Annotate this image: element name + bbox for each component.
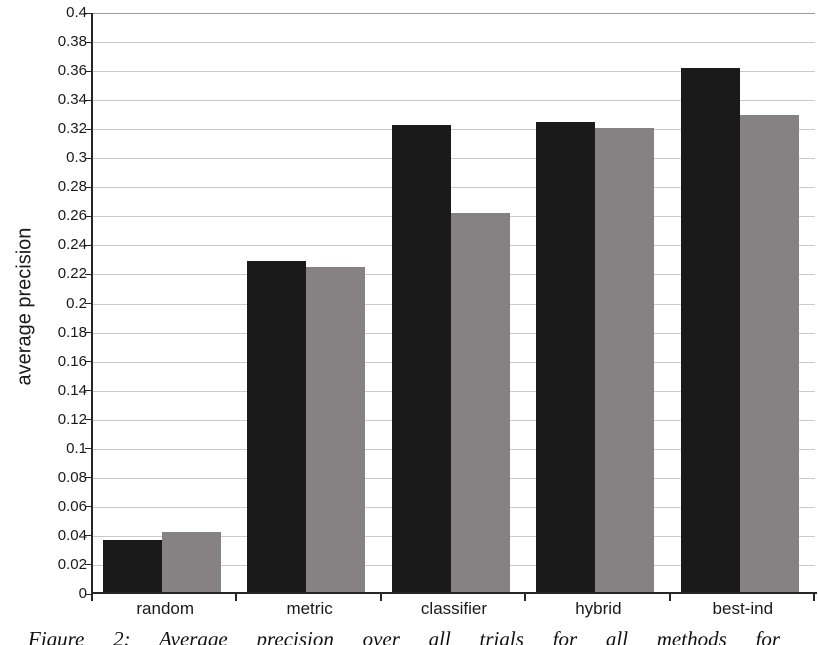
y-axis-tick [85,506,92,508]
bar-random-gray [162,531,221,594]
y-axis-tick [85,477,92,479]
bar-metric-black [247,261,307,594]
x-axis-tick [235,594,238,601]
x-category-label: metric [286,599,333,618]
bar-hybrid-gray [595,127,655,594]
bar-classifier-gray [450,213,510,594]
y-tick-label: 0.32 [57,120,87,138]
x-category-label: best-ind [712,599,774,618]
y-axis-tick [85,390,92,392]
y-tick-label: 0.24 [57,236,87,254]
y-tick-label: 0.06 [57,497,87,515]
y-axis-tick [85,128,92,130]
gridline [93,71,815,73]
y-axis-tick [85,332,92,334]
x-axis-tick [813,594,815,601]
y-axis-tick [85,273,92,275]
y-axis-tick [85,41,92,43]
y-tick-label: 0.04 [57,526,87,544]
plot-area [93,13,815,594]
x-axis-tick [524,594,527,601]
y-axis-tick [85,12,92,14]
y-axis-tick [85,593,92,595]
y-tick-label: 0.28 [57,178,87,196]
bar-classifier-black [391,124,451,594]
y-tick-label: 0.18 [57,323,87,341]
y-axis-tick [85,361,92,363]
bar-best-ind-black [680,68,740,594]
bar-best-ind-gray [739,114,799,594]
y-axis-tick [85,244,92,246]
y-axis-tick [85,99,92,101]
y-tick-label: 0.26 [57,207,87,225]
y-tick-label: 0.16 [57,352,87,370]
y-axis-tick [85,303,92,304]
y-axis-tick [85,186,92,188]
y-axis-tick [85,535,92,537]
gridline [93,187,815,189]
x-axis-line [91,592,817,594]
y-axis-tick [85,448,92,450]
y-axis-tick [85,564,92,566]
bar-hybrid-black [536,121,596,594]
x-axis-tick [668,594,671,601]
figure-caption: Figure 2: Average precision over all tri… [28,627,780,645]
y-axis-tick [85,157,92,159]
y-tick-label: 0.02 [57,555,87,573]
y-tick-label: 0.1 [66,439,87,457]
bar-metric-gray [306,267,366,594]
y-tick-label: 0.08 [57,468,87,486]
y-axis-tick [85,70,92,72]
y-tick-label: 0 [78,585,87,602]
y-tick-label: 0.36 [57,62,87,80]
x-axis-tick [379,594,382,601]
gridline [93,158,815,160]
gridline [93,129,815,131]
y-axis-tick [85,419,92,421]
y-tick-label: 0.38 [57,33,87,51]
x-axis-tick [91,594,93,601]
y-tick-label: 0.22 [57,265,87,283]
x-category-label: random [136,599,195,618]
x-category-label: hybrid [575,599,622,618]
y-tick-label: 0.12 [57,410,87,428]
y-tick-label: 0.14 [57,381,87,399]
y-tick-label: 0.2 [66,294,87,312]
bar-random-black [103,540,162,594]
gridline [93,13,815,14]
y-tick-label: 0.4 [66,4,87,21]
gridline [93,42,815,44]
x-category-label: classifier [420,599,488,618]
y-tick-label: 0.3 [66,149,87,167]
gridline [93,100,815,102]
y-tick-label: 0.34 [57,91,87,109]
y-axis-tick [85,215,92,217]
y-axis-line [91,13,93,596]
